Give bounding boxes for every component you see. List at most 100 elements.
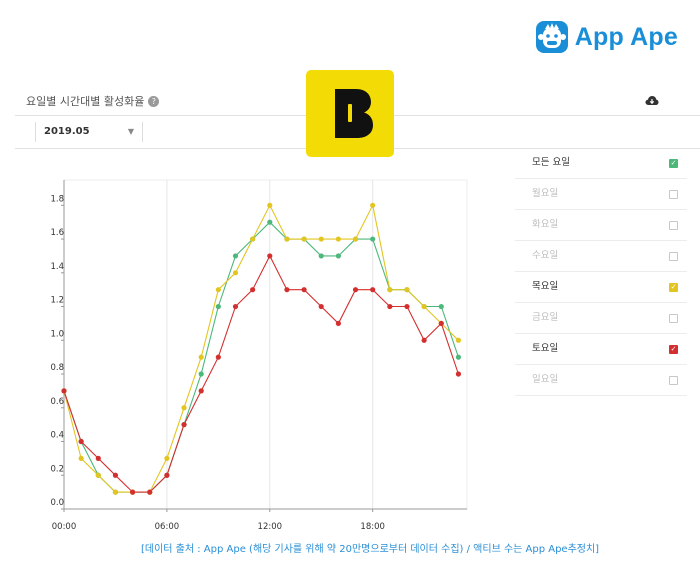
- legend-item-label: 화요일: [532, 219, 559, 230]
- data-point: [267, 219, 273, 225]
- x-tick-label: 12:00: [258, 522, 283, 532]
- b-logo-glyph-icon: [335, 89, 373, 138]
- legend-item[interactable]: 금요일: [515, 303, 687, 334]
- y-tick-label: 1.4: [50, 262, 64, 272]
- data-point: [232, 253, 239, 259]
- data-point: [370, 236, 376, 242]
- data-point: [455, 371, 462, 377]
- data-point: [112, 472, 119, 478]
- data-point: [335, 236, 341, 242]
- data-point: [387, 303, 393, 310]
- data-point: [112, 489, 119, 495]
- data-point: [267, 202, 273, 208]
- legend-item[interactable]: 수요일: [515, 241, 687, 272]
- y-tick-label: 0.0: [50, 498, 64, 508]
- series-line: [63, 221, 459, 493]
- legend-item-label: 월요일: [532, 188, 559, 199]
- checkbox-checked-icon[interactable]: ✓: [669, 283, 678, 292]
- x-tick-label: 18:00: [360, 522, 385, 532]
- series-line: [63, 203, 459, 493]
- activity-line-chart: 0.0 0.2 0.4 0.6 0.8 1.0 1.2 1.4 1.6 1.8 00:00 06:00…: [35, 160, 475, 538]
- data-point: [318, 303, 324, 310]
- data-point: [95, 455, 101, 461]
- data-point: [232, 270, 239, 276]
- data-point: [232, 303, 239, 310]
- data-point: [370, 202, 376, 208]
- data-point: [198, 388, 204, 394]
- data-point: [352, 287, 359, 293]
- panel-title: 요일별 시간대별 활성화율 ?: [26, 93, 160, 109]
- data-point: [181, 422, 187, 428]
- data-point: [438, 320, 444, 327]
- x-tick-label: 06:00: [155, 522, 180, 532]
- checkbox-checked-icon[interactable]: ✓: [669, 345, 678, 354]
- legend-item-label: 수요일: [532, 250, 559, 261]
- data-point: [455, 354, 462, 360]
- data-point: [198, 371, 204, 377]
- data-point: [318, 236, 324, 242]
- data-point: [387, 287, 393, 293]
- legend-item[interactable]: 일요일: [515, 365, 687, 396]
- data-point: [95, 472, 101, 478]
- data-point: [301, 236, 307, 242]
- y-tick-label: 1.0: [50, 329, 64, 339]
- y-tick-label: 0.4: [50, 431, 64, 441]
- caret-down-icon: ▼: [127, 127, 134, 136]
- data-point: [250, 236, 256, 242]
- data-point: [455, 337, 462, 343]
- checkbox-icon[interactable]: [669, 252, 678, 261]
- data-point: [78, 438, 84, 445]
- data-point: [335, 320, 341, 327]
- question-circle-icon[interactable]: ?: [148, 95, 160, 107]
- data-point: [318, 253, 324, 259]
- legend-item-label: 모든 요일: [532, 157, 570, 168]
- legend-item[interactable]: 월요일: [515, 179, 687, 210]
- date-select[interactable]: 2019.05 ▼: [35, 122, 143, 142]
- checkbox-icon[interactable]: [669, 190, 678, 199]
- data-point: [164, 455, 170, 461]
- monkey-icon: [535, 21, 568, 53]
- legend-item-label: 토요일: [532, 343, 559, 354]
- legend-item[interactable]: 토요일 ✓: [515, 334, 687, 365]
- legend-item[interactable]: 모든 요일 ✓: [515, 148, 687, 179]
- data-point: [215, 287, 221, 293]
- data-point: [421, 337, 427, 343]
- checkbox-checked-icon[interactable]: ✓: [669, 159, 678, 168]
- series-line: [63, 254, 459, 493]
- y-tick-label: 1.2: [50, 296, 64, 306]
- data-point: [147, 489, 153, 495]
- data-point: [215, 354, 221, 360]
- y-tick-label: 0.8: [50, 363, 64, 373]
- data-point: [352, 236, 359, 242]
- legend-item-label: 일요일: [532, 374, 559, 385]
- checkbox-icon[interactable]: [669, 221, 678, 230]
- data-point: [198, 354, 204, 360]
- data-point: [215, 303, 221, 310]
- app-ape-logo: App Ape: [535, 20, 678, 54]
- data-point: [267, 253, 273, 259]
- source-note: [데이터 출처 : App Ape (해당 기사를 위해 약 20만명으로부터 …: [141, 544, 600, 555]
- legend-item[interactable]: 화요일: [515, 210, 687, 241]
- data-point: [164, 472, 170, 478]
- data-point: [78, 455, 84, 461]
- y-tick-label: 1.6: [50, 228, 64, 238]
- data-point: [421, 303, 427, 310]
- chart-svg: 0.0 0.2 0.4 0.6 0.8 1.0 1.2 1.4 1.6 1.8 00:00 06:00…: [50, 179, 468, 532]
- date-select-value: 2019.05: [44, 126, 90, 137]
- data-point: [61, 388, 67, 394]
- checkbox-icon[interactable]: [669, 376, 678, 385]
- x-tick-label: 00:00: [52, 522, 77, 532]
- data-point: [370, 287, 376, 293]
- data-point: [404, 303, 410, 310]
- y-tick-label: 0.6: [50, 397, 64, 407]
- data-point: [301, 287, 307, 293]
- data-point: [181, 405, 187, 411]
- data-point: [404, 287, 410, 293]
- cloud-download-icon[interactable]: [645, 95, 659, 106]
- checkbox-icon[interactable]: [669, 314, 678, 323]
- legend-item[interactable]: 목요일 ✓: [515, 272, 687, 303]
- y-tick-label: 1.8: [50, 194, 64, 204]
- data-point: [438, 303, 444, 310]
- data-point: [250, 287, 256, 293]
